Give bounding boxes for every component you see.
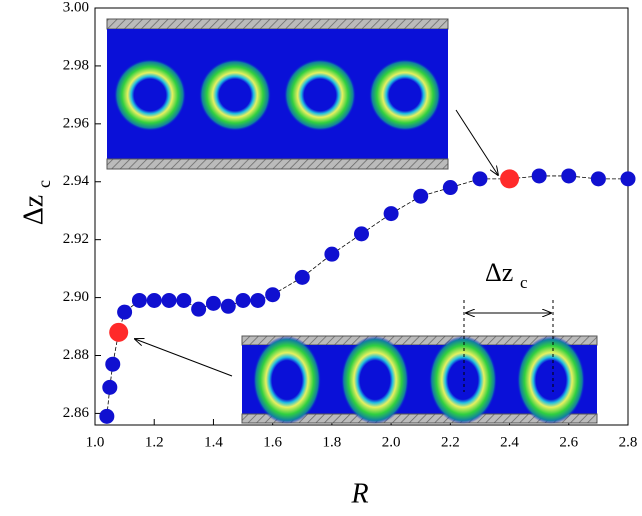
y-tick-label: 3.00: [63, 0, 89, 15]
x-tick-label: 1.8: [323, 434, 342, 450]
data-point: [131, 292, 147, 308]
data-point: [294, 269, 310, 285]
data-point: [205, 295, 221, 311]
y-tick-label: 2.92: [63, 231, 89, 247]
data-point: [531, 168, 547, 184]
data-point: [235, 292, 251, 308]
data-point: [220, 298, 236, 314]
data-point: [102, 379, 118, 395]
data-point: [383, 206, 399, 222]
arrow: [455, 109, 498, 175]
inset-top: [106, 18, 449, 170]
y-axis-label-sub: c: [34, 180, 54, 188]
inset-bottom: [241, 300, 598, 424]
y-tick-label: 2.96: [63, 115, 90, 131]
data-point: [324, 246, 340, 262]
data-point: [99, 408, 115, 424]
inset-label: Δz: [485, 258, 513, 287]
data-point: [265, 287, 281, 303]
y-axis-label-main: Δz: [18, 195, 49, 225]
arrow: [135, 339, 233, 377]
data-point: [620, 171, 636, 187]
inset-label-sub: c: [520, 273, 528, 292]
data-point: [161, 292, 177, 308]
x-tick-label: 2.6: [559, 434, 578, 450]
x-axis-label: R: [350, 478, 368, 509]
y-tick-label: 2.86: [63, 405, 90, 421]
data-point: [117, 304, 133, 320]
y-tick-label: 2.94: [63, 173, 90, 189]
x-tick-label: 2.4: [500, 434, 519, 450]
data-point: [561, 168, 577, 184]
y-axis-label: Δz c: [18, 180, 54, 225]
x-tick-label: 1.4: [204, 434, 223, 450]
plot-area: 1.0 1.2 1.4 1.6 1.8 2.0 2.2 2.4 2.6 2.8 2.86 2.88 2.…: [63, 0, 638, 450]
x-tick-label: 1.2: [145, 434, 164, 450]
data-point: [472, 171, 488, 187]
x-tick-label: 2.0: [382, 434, 401, 450]
x-tick-label: 2.2: [441, 434, 460, 450]
x-tick-label: 2.8: [619, 434, 638, 450]
plot-frame: [94, 7, 629, 426]
data-point: [500, 169, 520, 189]
data-point: [354, 226, 369, 242]
data-point: [191, 301, 207, 317]
data-point: [176, 292, 192, 308]
data-point: [146, 292, 162, 308]
data-point: [442, 180, 458, 196]
y-tick-label: 2.90: [63, 289, 89, 305]
data-point: [109, 322, 129, 342]
data-point: [590, 171, 606, 187]
y-tick-label: 2.88: [63, 347, 89, 363]
x-tick-label: 1.0: [86, 434, 105, 450]
data-point: [413, 188, 429, 204]
y-tick-label: 2.98: [63, 57, 89, 73]
data-point: [105, 356, 121, 372]
x-tick-label: 1.6: [263, 434, 282, 450]
data-point: [250, 292, 266, 308]
